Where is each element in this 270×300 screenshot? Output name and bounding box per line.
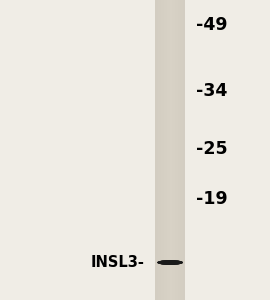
Bar (170, 0, 172, 300)
Ellipse shape (157, 260, 183, 265)
Ellipse shape (157, 260, 183, 265)
Ellipse shape (157, 260, 183, 265)
Ellipse shape (157, 260, 183, 265)
Text: -49: -49 (196, 16, 227, 34)
Ellipse shape (157, 260, 183, 265)
Bar (182, 0, 184, 300)
Ellipse shape (157, 260, 183, 265)
Text: -19: -19 (196, 190, 227, 208)
Bar (173, 0, 175, 300)
Text: INSL3-: INSL3- (90, 255, 144, 270)
Bar (157, 0, 158, 300)
Ellipse shape (157, 260, 183, 265)
Ellipse shape (159, 261, 181, 264)
Bar (155, 0, 185, 300)
Bar (167, 0, 168, 300)
Bar (164, 0, 166, 300)
Bar (184, 0, 185, 300)
Bar (160, 0, 161, 300)
Text: -25: -25 (196, 140, 227, 158)
Bar (181, 0, 182, 300)
Bar (161, 0, 163, 300)
Ellipse shape (157, 260, 183, 265)
Bar (168, 0, 170, 300)
Ellipse shape (157, 260, 183, 265)
Bar (175, 0, 176, 300)
Ellipse shape (157, 260, 183, 265)
Text: -34: -34 (196, 82, 227, 100)
Bar (158, 0, 160, 300)
Bar (155, 0, 157, 300)
Ellipse shape (157, 260, 183, 265)
Bar (166, 0, 167, 300)
Bar (163, 0, 164, 300)
Ellipse shape (157, 260, 183, 265)
Bar (179, 0, 181, 300)
Bar (176, 0, 178, 300)
Bar (172, 0, 173, 300)
Bar (178, 0, 179, 300)
